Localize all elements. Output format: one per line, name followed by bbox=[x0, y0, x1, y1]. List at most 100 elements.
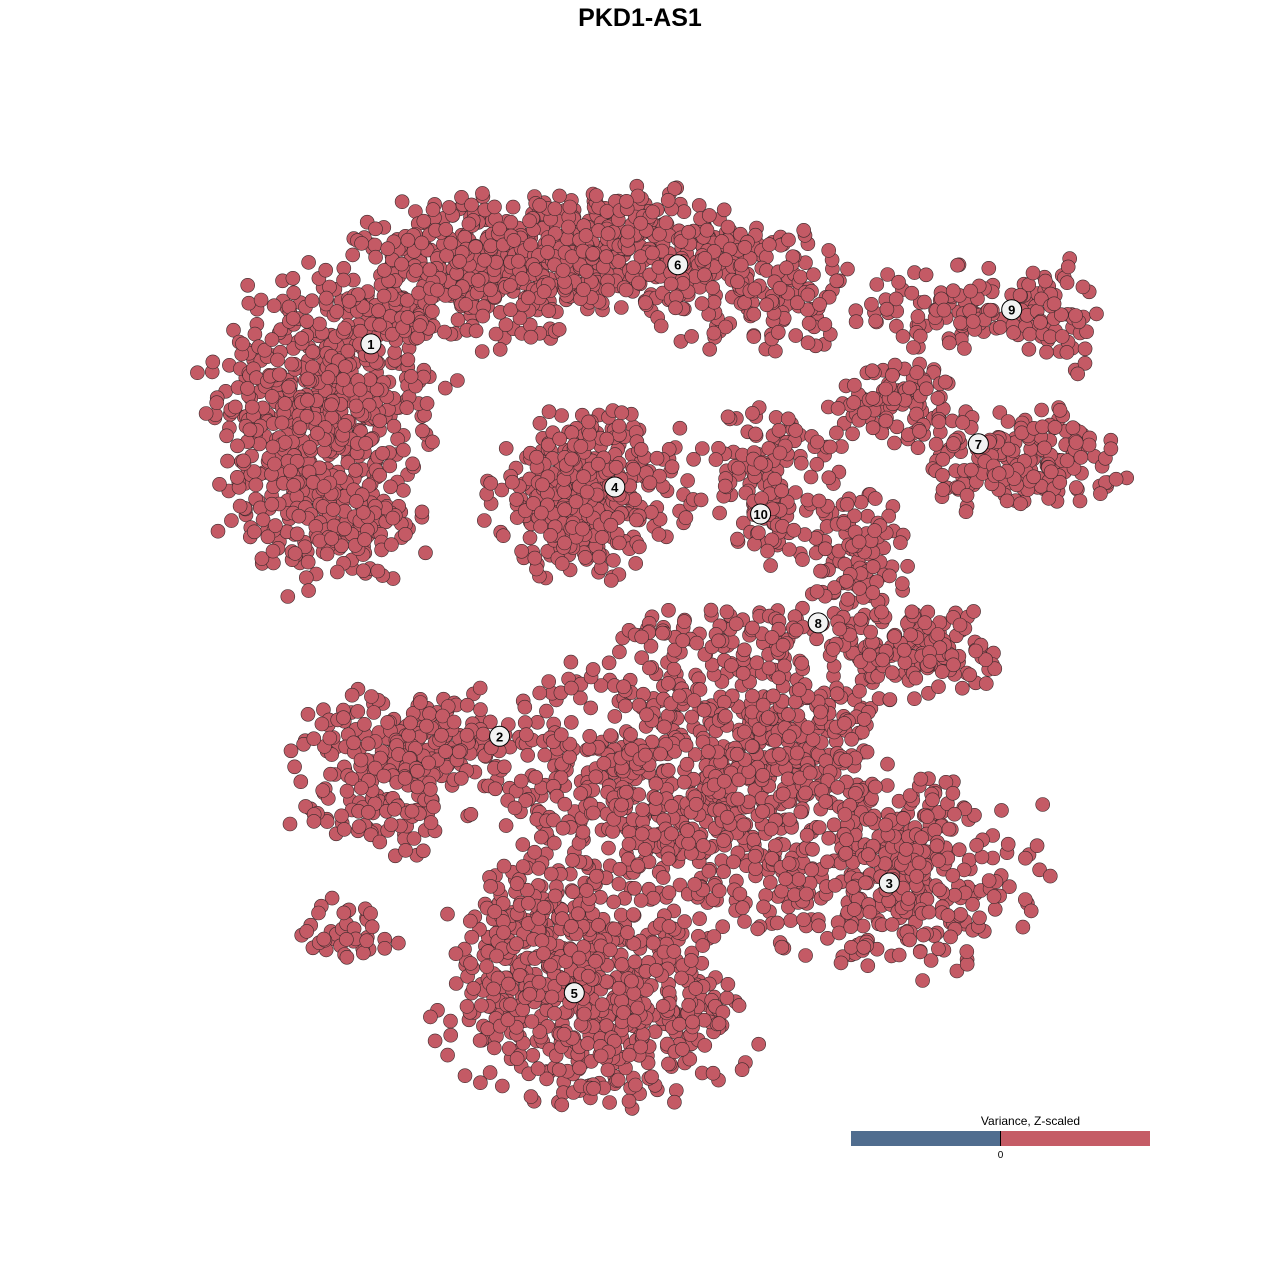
cell-point-cluster-7 bbox=[1026, 469, 1041, 485]
cell-point-cluster-5 bbox=[610, 1072, 626, 1088]
cell-point-cluster-6 bbox=[523, 329, 539, 345]
cell-point-cluster-6 bbox=[400, 310, 416, 325]
cell-point-cluster-5 bbox=[593, 1048, 609, 1064]
cell-point-cluster-7 bbox=[878, 381, 894, 397]
cell-point-cluster-3 bbox=[642, 660, 657, 676]
cell-point-cluster-1 bbox=[338, 359, 353, 375]
cell-point-cluster-2 bbox=[473, 702, 488, 717]
cell-point-cluster-3 bbox=[634, 826, 650, 842]
cell-point-cluster-3 bbox=[856, 939, 872, 955]
cell-point-cluster-3 bbox=[588, 769, 604, 785]
cell-point-cluster-1 bbox=[358, 436, 374, 451]
cell-point-cluster-1 bbox=[289, 526, 305, 542]
cell-point-cluster-5 bbox=[565, 884, 581, 900]
cell-point-cluster-6 bbox=[585, 246, 601, 261]
cell-point-cluster-2 bbox=[323, 766, 338, 782]
cell-point-cluster-7 bbox=[865, 390, 881, 406]
cell-point-cluster-8 bbox=[817, 541, 833, 557]
cell-point-cluster-3 bbox=[700, 744, 716, 760]
cell-point-cluster-4 bbox=[535, 477, 550, 493]
cell-point-cluster-5 bbox=[494, 1078, 510, 1094]
cell-point-cluster-1 bbox=[324, 531, 339, 546]
cell-point-cluster-6 bbox=[633, 215, 649, 231]
cell-point-cluster-3 bbox=[778, 871, 793, 887]
cell-point-cluster-1 bbox=[292, 420, 308, 436]
cell-point-cluster-8 bbox=[840, 591, 856, 607]
cell-point-cluster-6 bbox=[829, 273, 845, 289]
cell-point-cluster-8 bbox=[867, 523, 883, 538]
cell-point-cluster-1 bbox=[304, 293, 320, 309]
cell-point-cluster-3 bbox=[820, 854, 835, 870]
cell-point-cluster-6 bbox=[699, 222, 715, 238]
cell-point-cluster-5 bbox=[576, 1006, 592, 1022]
cell-point-cluster-3 bbox=[634, 650, 650, 666]
cell-point-cluster-3 bbox=[913, 771, 929, 787]
cell-point-cluster-3 bbox=[750, 921, 766, 937]
cell-point-cluster-7 bbox=[909, 365, 925, 380]
cell-point-cluster-7 bbox=[1068, 435, 1084, 450]
cell-point-cluster-1 bbox=[252, 436, 267, 452]
cell-point-cluster-2 bbox=[293, 774, 309, 790]
cell-point-cluster-1 bbox=[386, 418, 402, 434]
cell-point-cluster-5 bbox=[487, 904, 503, 919]
cell-point-cluster-1 bbox=[209, 395, 224, 411]
cell-point-cluster-6 bbox=[720, 219, 736, 235]
cell-point-cluster-1 bbox=[337, 321, 352, 336]
cell-point-cluster-1 bbox=[299, 408, 315, 424]
cell-point-cluster-1 bbox=[244, 399, 260, 415]
cell-point-cluster-6 bbox=[441, 200, 457, 215]
cell-point-cluster-5 bbox=[503, 997, 518, 1012]
cell-point-cluster-3 bbox=[1029, 838, 1045, 854]
cell-point-cluster-5 bbox=[474, 998, 489, 1013]
cell-point-cluster-3 bbox=[755, 767, 771, 783]
cell-point-cluster-3 bbox=[633, 893, 649, 908]
cell-point-cluster-6 bbox=[619, 194, 634, 209]
cell-point-cluster-7 bbox=[1081, 437, 1097, 453]
cell-point-cluster-1 bbox=[253, 292, 269, 308]
cell-point-cluster-7 bbox=[991, 466, 1007, 482]
cell-point-cluster-2 bbox=[316, 931, 332, 947]
cell-point-cluster-6 bbox=[821, 243, 837, 258]
cell-point-cluster-6 bbox=[461, 216, 477, 232]
cell-point-cluster-1 bbox=[240, 277, 255, 293]
cell-point-cluster-5 bbox=[544, 989, 560, 1005]
cell-point-cluster-3 bbox=[546, 835, 562, 851]
cell-point-cluster-6 bbox=[770, 324, 786, 340]
cell-point-cluster-3 bbox=[837, 716, 852, 731]
cell-point-cluster-6 bbox=[733, 257, 749, 273]
cell-point-cluster-7 bbox=[1065, 420, 1081, 436]
cell-point-cluster-8 bbox=[962, 667, 978, 683]
cell-point-cluster-8 bbox=[809, 631, 824, 647]
cell-point-cluster-3 bbox=[941, 821, 957, 837]
cell-point-cluster-3 bbox=[696, 702, 712, 718]
cell-point-cluster-1 bbox=[348, 398, 364, 414]
cell-point-cluster-1 bbox=[247, 524, 262, 540]
cell-point-cluster-3 bbox=[520, 747, 536, 763]
cell-point-cluster-1 bbox=[357, 532, 373, 547]
cell-point-cluster-5 bbox=[463, 956, 478, 971]
cell-point-cluster-5 bbox=[711, 1016, 727, 1031]
cell-point-cluster-6 bbox=[522, 213, 537, 229]
cell-point-cluster-3 bbox=[839, 832, 854, 848]
cell-point-cluster-2 bbox=[426, 799, 441, 815]
cell-point-cluster-8 bbox=[809, 584, 825, 599]
cell-point-cluster-3 bbox=[664, 799, 679, 814]
cell-point-cluster-1 bbox=[291, 508, 307, 524]
cell-point-cluster-8 bbox=[863, 624, 879, 640]
cell-point-cluster-1 bbox=[274, 415, 290, 431]
cell-point-cluster-1 bbox=[372, 413, 388, 429]
cell-point-cluster-4 bbox=[527, 550, 543, 566]
cell-point-cluster-3 bbox=[557, 796, 573, 812]
cell-point-cluster-5 bbox=[627, 954, 643, 970]
cell-point-cluster-2 bbox=[314, 716, 330, 732]
cell-point-cluster-6 bbox=[425, 202, 441, 217]
cell-point-cluster-7 bbox=[1073, 450, 1089, 465]
cell-point-cluster-3 bbox=[596, 756, 612, 771]
cell-point-cluster-6 bbox=[600, 282, 616, 298]
cell-point-cluster-3 bbox=[660, 762, 676, 778]
cell-point-cluster-2 bbox=[406, 831, 422, 846]
cell-point-cluster-8 bbox=[703, 602, 719, 618]
cell-point-cluster-6 bbox=[599, 204, 615, 219]
cell-point-cluster-3 bbox=[793, 804, 809, 820]
cell-point-cluster-6 bbox=[394, 194, 410, 209]
